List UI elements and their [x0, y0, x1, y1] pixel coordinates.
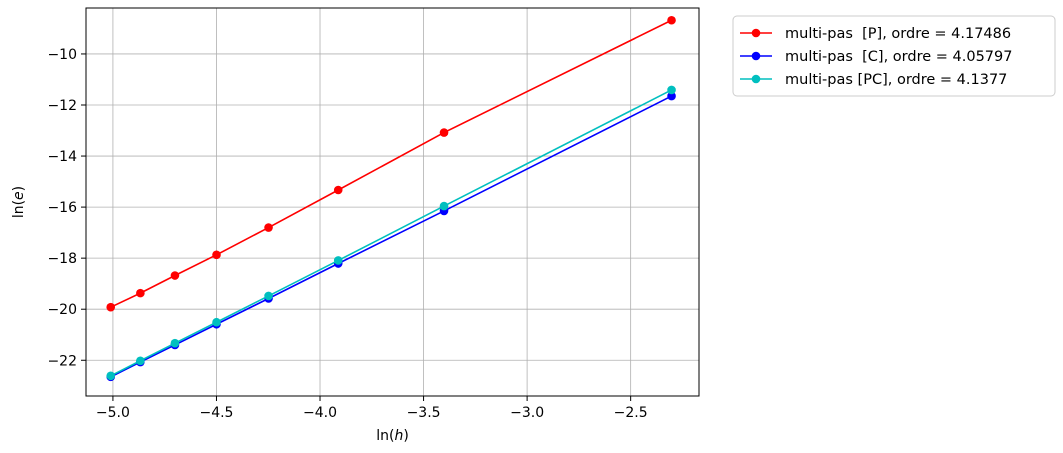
y-tick-label: −22: [47, 353, 77, 369]
x-tick-label: −4.5: [199, 405, 233, 421]
x-tick-label: −4.0: [303, 405, 337, 421]
x-tick-label: −3.5: [407, 405, 441, 421]
data-point: [264, 223, 273, 232]
axes-frame: [85, 7, 700, 397]
y-tick-label: −20: [47, 302, 77, 318]
data-point: [170, 271, 180, 280]
x-tick-label: −2.5: [614, 405, 648, 421]
y-axis-label: ln(e): [11, 186, 27, 218]
data-point: [333, 185, 343, 195]
y-tick-label: −14: [47, 149, 77, 165]
x-axis-ticks: −5.0 −4.5 −4.0 −3.5 −3.0 −2.5: [96, 396, 648, 421]
data-point: [439, 201, 449, 211]
legend-label: multi-pas [PC], ordre = 4.1377: [785, 72, 1007, 88]
y-tick-label: −10: [47, 47, 77, 63]
data-point: [136, 288, 145, 298]
legend-item: multi-pas [C], ordre = 4.05797: [740, 49, 1012, 65]
data-point: [667, 91, 676, 101]
data-point: [667, 15, 676, 25]
legend-marker: [751, 51, 761, 61]
y-tick-label: −12: [47, 98, 77, 114]
legend-item: multi-pas [PC], ordre = 4.1377: [740, 72, 1007, 88]
series-line: [110, 19, 672, 308]
legend-marker: [751, 28, 761, 38]
plot-series: [106, 15, 676, 382]
data-point: [136, 356, 145, 366]
y-tick-label: −18: [47, 251, 77, 267]
x-axis-label: ln(h): [376, 428, 409, 444]
series-line: [110, 95, 672, 378]
data-point: [333, 256, 343, 265]
data-point: [170, 338, 180, 348]
data-point: [106, 371, 116, 381]
data-point: [264, 291, 273, 301]
x-tick-label: −3.0: [510, 405, 544, 421]
legend-marker: [751, 74, 761, 84]
data-point: [667, 85, 676, 95]
data-point: [212, 317, 221, 327]
x-tick-label: −5.0: [96, 405, 130, 421]
series-0: [106, 15, 676, 312]
y-axis-ticks: −22 −20 −18 −16 −14 −12 −10: [47, 47, 86, 369]
series-1: [106, 91, 676, 382]
legend-label: multi-pas [P], ordre = 4.17486: [785, 26, 1011, 42]
legend-label: multi-pas [C], ordre = 4.05797: [785, 49, 1012, 65]
data-point: [212, 250, 221, 260]
grid: [86, 8, 699, 396]
series-line: [110, 89, 672, 377]
series-2: [106, 85, 676, 381]
legend: multi-pas [P], ordre = 4.17486 multi-pas …: [732, 15, 1056, 97]
legend-box: [732, 15, 1056, 97]
data-point: [439, 128, 449, 137]
legend-item: multi-pas [P], ordre = 4.17486: [740, 26, 1011, 42]
y-tick-label: −16: [47, 200, 77, 216]
data-point: [106, 302, 116, 312]
